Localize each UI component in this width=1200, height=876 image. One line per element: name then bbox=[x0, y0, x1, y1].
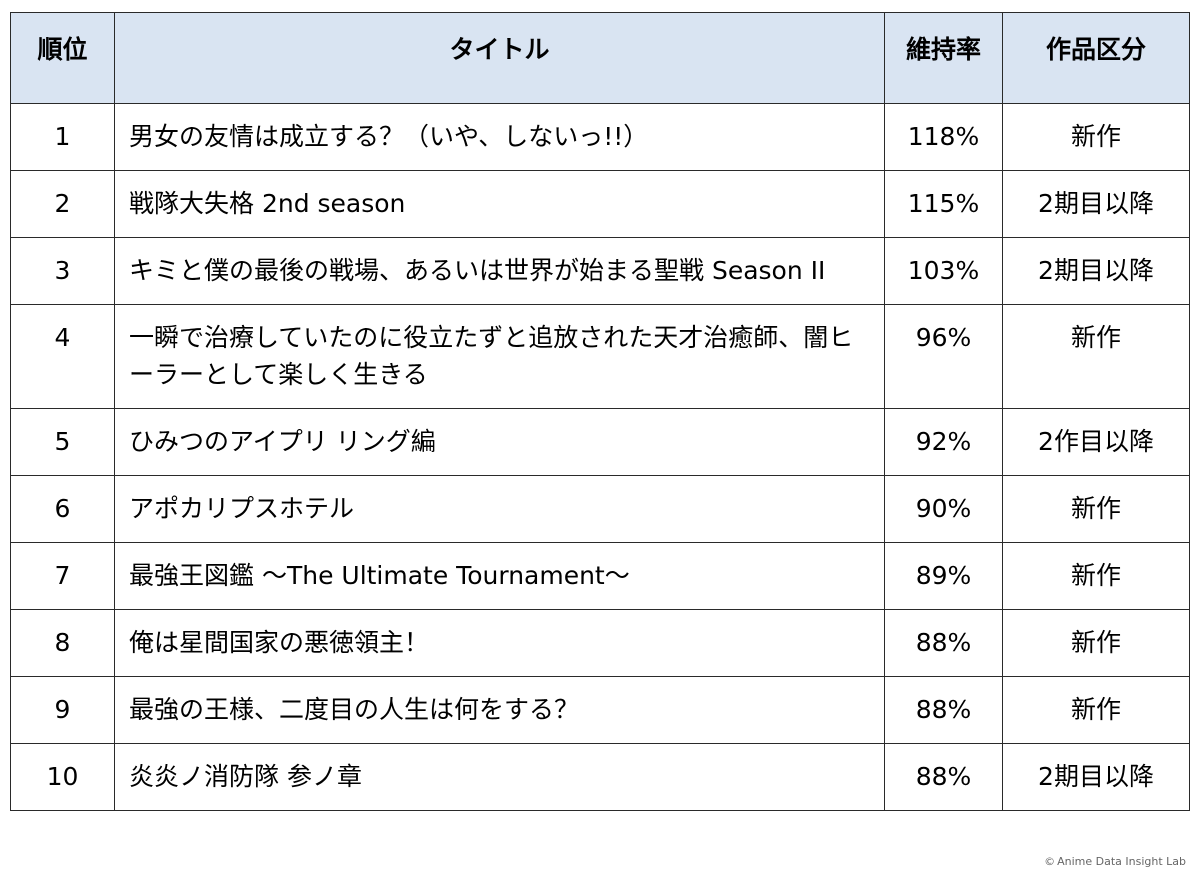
table-row: 10 炎炎ノ消防隊 参ノ章 88% 2期目以降 bbox=[10, 743, 1190, 811]
retention-cell: 88% bbox=[884, 609, 1003, 677]
header-title: タイトル bbox=[114, 12, 885, 104]
rank-cell: 10 bbox=[10, 743, 115, 811]
category-cell: 2期目以降 bbox=[1002, 170, 1190, 238]
header-retention: 維持率 bbox=[884, 12, 1003, 104]
copyright-icon: © bbox=[1044, 855, 1056, 868]
table-row: 5 ひみつのアイプリ リング編 92% 2作目以降 bbox=[10, 408, 1190, 476]
retention-cell: 103% bbox=[884, 237, 1003, 305]
category-cell: 新作 bbox=[1002, 609, 1190, 677]
rank-cell: 4 bbox=[10, 304, 115, 409]
title-cell: 俺は星間国家の悪徳領主！ bbox=[114, 609, 885, 677]
category-cell: 2期目以降 bbox=[1002, 237, 1190, 305]
rank-cell: 5 bbox=[10, 408, 115, 476]
category-cell: 2作目以降 bbox=[1002, 408, 1190, 476]
rank-cell: 6 bbox=[10, 475, 115, 543]
title-cell: 一瞬で治療していたのに役立たずと追放された天才治癒師、闇ヒーラーとして楽しく生き… bbox=[114, 304, 885, 409]
title-cell: アポカリプスホテル bbox=[114, 475, 885, 543]
retention-cell: 88% bbox=[884, 743, 1003, 811]
table-row: 7 最強王図鑑 〜The Ultimate Tournament〜 89% 新作 bbox=[10, 542, 1190, 610]
title-cell: キミと僕の最後の戦場、あるいは世界が始まる聖戦 Season II bbox=[114, 237, 885, 305]
retention-cell: 88% bbox=[884, 676, 1003, 744]
retention-cell: 92% bbox=[884, 408, 1003, 476]
title-cell: 最強の王様、二度目の人生は何をする？ bbox=[114, 676, 885, 744]
title-cell: 最強王図鑑 〜The Ultimate Tournament〜 bbox=[114, 542, 885, 610]
retention-cell: 115% bbox=[884, 170, 1003, 238]
retention-cell: 89% bbox=[884, 542, 1003, 610]
category-cell: 新作 bbox=[1002, 676, 1190, 744]
table-row: 4 一瞬で治療していたのに役立たずと追放された天才治癒師、闇ヒーラーとして楽しく… bbox=[10, 304, 1190, 409]
retention-cell: 96% bbox=[884, 304, 1003, 409]
title-cell: ひみつのアイプリ リング編 bbox=[114, 408, 885, 476]
category-cell: 新作 bbox=[1002, 304, 1190, 409]
table-row: 6 アポカリプスホテル 90% 新作 bbox=[10, 475, 1190, 543]
category-cell: 新作 bbox=[1002, 475, 1190, 543]
table-row: 8 俺は星間国家の悪徳領主！ 88% 新作 bbox=[10, 609, 1190, 677]
retention-cell: 90% bbox=[884, 475, 1003, 543]
title-cell: 戦隊大失格 2nd season bbox=[114, 170, 885, 238]
header-rank: 順位 bbox=[10, 12, 115, 104]
credit-text: Anime Data Insight Lab bbox=[1057, 855, 1186, 868]
title-cell: 男女の友情は成立する？（いや、しないっ!!） bbox=[114, 103, 885, 171]
rank-cell: 2 bbox=[10, 170, 115, 238]
table-row: 1 男女の友情は成立する？（いや、しないっ!!） 118% 新作 bbox=[10, 103, 1190, 171]
header-row: 順位 タイトル 維持率 作品区分 bbox=[10, 12, 1190, 104]
rank-cell: 9 bbox=[10, 676, 115, 744]
category-cell: 2期目以降 bbox=[1002, 743, 1190, 811]
table-row: 2 戦隊大失格 2nd season 115% 2期目以降 bbox=[10, 170, 1190, 238]
table-row: 9 最強の王様、二度目の人生は何をする？ 88% 新作 bbox=[10, 676, 1190, 744]
category-cell: 新作 bbox=[1002, 542, 1190, 610]
rank-cell: 7 bbox=[10, 542, 115, 610]
retention-cell: 118% bbox=[884, 103, 1003, 171]
credit-line: © Anime Data Insight Lab bbox=[1044, 855, 1186, 868]
header-category: 作品区分 bbox=[1002, 12, 1190, 104]
title-cell: 炎炎ノ消防隊 参ノ章 bbox=[114, 743, 885, 811]
rank-cell: 8 bbox=[10, 609, 115, 677]
ranking-table: 順位 タイトル 維持率 作品区分 1 男女の友情は成立する？（いや、しないっ!!… bbox=[10, 12, 1190, 811]
table-row: 3 キミと僕の最後の戦場、あるいは世界が始まる聖戦 Season II 103%… bbox=[10, 237, 1190, 305]
rank-cell: 3 bbox=[10, 237, 115, 305]
rank-cell: 1 bbox=[10, 103, 115, 171]
category-cell: 新作 bbox=[1002, 103, 1190, 171]
